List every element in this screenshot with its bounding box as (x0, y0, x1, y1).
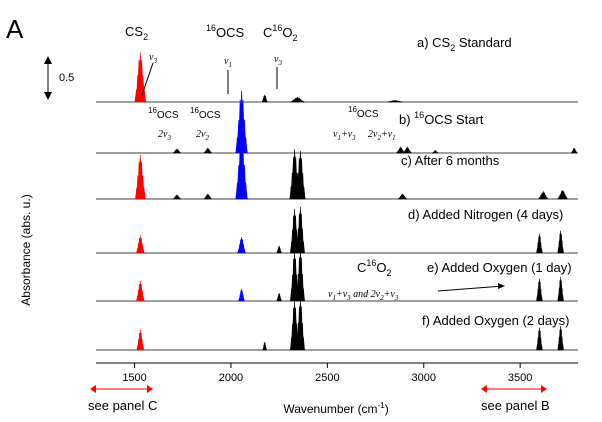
b-v1v3-label: v1+v3 (333, 129, 356, 142)
trace-a (96, 52, 578, 103)
x-tick-label: 1500 (122, 372, 146, 384)
spectral-peak (289, 96, 306, 103)
trace-d (96, 206, 578, 254)
header-co2-label: C16O2 (263, 23, 298, 43)
spectral-peak (536, 278, 543, 302)
spectral-peak (557, 276, 564, 302)
b-2v3-label: 2v3 (158, 129, 171, 142)
e-combination-arrowhead (498, 283, 505, 289)
spectral-peak (387, 100, 403, 103)
e-combination-label: v1+v3 and 2v2+v3 (328, 289, 399, 302)
spectral-peak (235, 90, 248, 154)
spectral-peak (262, 341, 267, 351)
spectra-traces (96, 52, 578, 351)
spectral-peak (557, 230, 564, 254)
b-2v2-label: 2v2 (196, 129, 209, 142)
scale-bar-label: 0.5 (59, 72, 74, 84)
trace-c (96, 134, 578, 200)
a-v3-cs2-arrow (141, 62, 154, 96)
spectral-peak (238, 288, 245, 302)
spectral-peak (570, 147, 578, 154)
y-axis-title: Absorbance (abs. u.) (19, 194, 33, 305)
header-ocs-label: 16OCS (206, 23, 245, 40)
x-axis-title: Wavenumber (cm-1) (283, 401, 388, 416)
spectral-peak (134, 154, 146, 200)
see-panel-c-note: see panel C (88, 385, 157, 413)
b-2v2v1-label: 2v2+v1 (368, 129, 396, 142)
b-ocs-label-3: 16OCS (348, 105, 379, 120)
trace-labels: a) CS2 Standard b) 16OCS Start c) After … (399, 35, 572, 328)
a-v1-ocs-label: v1 (224, 56, 232, 69)
x-axis: 1500 2000 2500 3000 3500 (96, 362, 578, 384)
trace-b (96, 90, 578, 154)
header-cs2-label: CS2 (125, 24, 148, 42)
spectral-peak (402, 146, 413, 154)
trace-label-d: d) Added Nitrogen (4 days) (408, 207, 563, 222)
see-panel-b-note: see panel B (481, 385, 550, 413)
b-ocs-label-2: 16OCS (190, 106, 221, 121)
spectral-peak (276, 292, 282, 302)
a-v3-co2-label: v3 (274, 54, 282, 67)
e-co2-label: C16O2 (357, 258, 392, 278)
x-tick-label: 3000 (412, 372, 436, 384)
spectral-peak (295, 298, 305, 351)
x-tick-label: 2000 (219, 372, 243, 384)
spectral-peak (136, 280, 145, 302)
spectral-peak (261, 94, 268, 103)
spectral-peak (397, 193, 408, 200)
spectral-peak (235, 134, 248, 200)
trace-label-c: c) After 6 months (401, 153, 500, 168)
trace-label-f: f) Added Oxygen (2 days) (422, 313, 569, 328)
x-tick-label: 2500 (315, 372, 339, 384)
spectral-peak (295, 206, 305, 254)
spectral-peak (536, 327, 543, 351)
spectral-peak (136, 329, 145, 351)
trace-label-a: a) CS2 Standard (417, 35, 512, 53)
spectral-peak (557, 190, 568, 200)
trace-f (96, 298, 578, 351)
spectral-peak (432, 149, 440, 154)
spectral-peak (557, 325, 564, 351)
scale-bar: 0.5 (44, 56, 74, 100)
trace-e (96, 249, 578, 302)
e-combination-arrow (437, 285, 504, 292)
spectral-peak (136, 235, 145, 254)
spectral-peak (276, 245, 282, 254)
spectral-peak (237, 236, 246, 254)
trace-label-e: e) Added Oxygen (1 day) (427, 260, 572, 275)
spectral-peak (203, 193, 213, 200)
trace-label-b: b) 16OCS Start (399, 110, 484, 127)
panel-letter: A (6, 14, 24, 44)
spectral-peak (295, 150, 306, 200)
spectral-peak (134, 52, 147, 103)
spectral-peak (537, 190, 549, 200)
see-panel-b-text: see panel B (481, 398, 550, 413)
a-v3-cs2-label: v3 (149, 52, 157, 65)
b-ocs-label-1: 16OCS (148, 106, 179, 121)
spectral-peak (295, 249, 305, 302)
spectral-peak (536, 233, 543, 254)
spectral-peak (203, 147, 213, 154)
x-tick-label: 3500 (508, 372, 532, 384)
see-panel-c-text: see panel C (88, 398, 157, 413)
spectral-peak (172, 148, 182, 154)
spectral-peak (172, 194, 182, 200)
